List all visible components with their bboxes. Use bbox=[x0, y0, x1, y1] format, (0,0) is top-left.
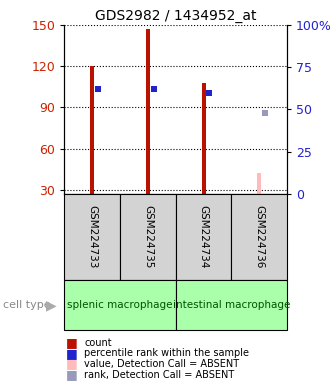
Text: GSM224735: GSM224735 bbox=[143, 205, 153, 269]
Text: ■: ■ bbox=[66, 336, 78, 349]
Text: intestinal macrophage: intestinal macrophage bbox=[173, 300, 290, 310]
Text: ■: ■ bbox=[66, 347, 78, 360]
Text: value, Detection Call = ABSENT: value, Detection Call = ABSENT bbox=[84, 359, 239, 369]
Text: ▶: ▶ bbox=[46, 298, 56, 312]
Bar bbox=[202, 83, 206, 194]
Text: cell type: cell type bbox=[3, 300, 51, 310]
Bar bbox=[257, 173, 261, 194]
Text: splenic macrophage: splenic macrophage bbox=[67, 300, 173, 310]
Text: count: count bbox=[84, 338, 112, 348]
Text: rank, Detection Call = ABSENT: rank, Detection Call = ABSENT bbox=[84, 370, 234, 380]
Text: GSM224733: GSM224733 bbox=[87, 205, 97, 269]
Text: ■: ■ bbox=[66, 368, 78, 381]
Text: GSM224736: GSM224736 bbox=[254, 205, 264, 269]
Title: GDS2982 / 1434952_at: GDS2982 / 1434952_at bbox=[95, 8, 256, 23]
Text: ■: ■ bbox=[66, 358, 78, 371]
Bar bbox=[90, 66, 94, 194]
Text: GSM224734: GSM224734 bbox=[199, 205, 209, 269]
Text: percentile rank within the sample: percentile rank within the sample bbox=[84, 348, 249, 358]
Bar bbox=[146, 29, 150, 194]
